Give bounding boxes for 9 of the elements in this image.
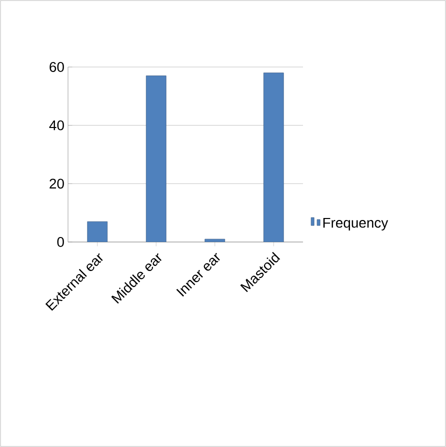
y-tick-label: 40 [49,120,64,130]
bar [87,221,108,242]
y-tick-label: 0 [57,237,64,247]
y-tick-label: 60 [50,62,64,72]
y-tick-label: 20 [50,178,64,189]
legend-label: Frequency [323,218,388,230]
bar [204,238,226,242]
bar [146,76,166,242]
bar [263,72,284,242]
